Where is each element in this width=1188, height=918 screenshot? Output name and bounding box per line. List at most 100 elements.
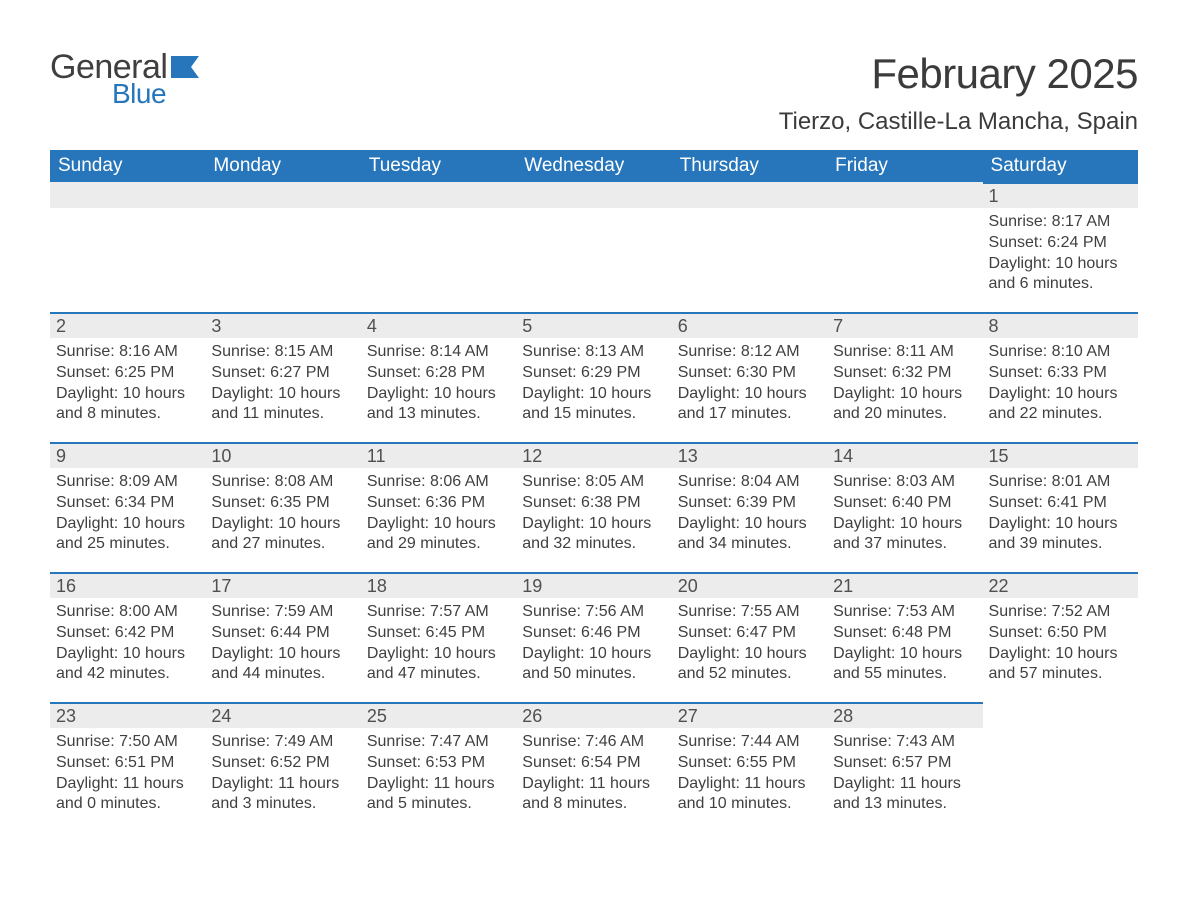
sunset-text: Sunset: 6:35 PM bbox=[211, 493, 354, 514]
calendar-cell: 20Sunrise: 7:55 AMSunset: 6:47 PMDayligh… bbox=[672, 572, 827, 702]
sunrise-text: Sunrise: 7:47 AM bbox=[367, 732, 510, 753]
day-body: Sunrise: 8:15 AMSunset: 6:27 PMDaylight:… bbox=[205, 338, 360, 429]
month-title: February 2025 bbox=[779, 50, 1138, 98]
day-body: Sunrise: 8:06 AMSunset: 6:36 PMDaylight:… bbox=[361, 468, 516, 559]
calendar-cell: 2Sunrise: 8:16 AMSunset: 6:25 PMDaylight… bbox=[50, 312, 205, 442]
day-number: 2 bbox=[50, 312, 205, 338]
calendar-cell: 14Sunrise: 8:03 AMSunset: 6:40 PMDayligh… bbox=[827, 442, 982, 572]
daylight-text: Daylight: 10 hours and 15 minutes. bbox=[522, 384, 665, 426]
sunrise-text: Sunrise: 7:57 AM bbox=[367, 602, 510, 623]
day-number: 23 bbox=[50, 702, 205, 728]
weekday-header: Sunday bbox=[50, 150, 205, 182]
sunrise-text: Sunrise: 8:14 AM bbox=[367, 342, 510, 363]
sunset-text: Sunset: 6:55 PM bbox=[678, 753, 821, 774]
weekday-header: Wednesday bbox=[516, 150, 671, 182]
day-number: 20 bbox=[672, 572, 827, 598]
sunrise-text: Sunrise: 8:16 AM bbox=[56, 342, 199, 363]
sunset-text: Sunset: 6:42 PM bbox=[56, 623, 199, 644]
sunset-text: Sunset: 6:53 PM bbox=[367, 753, 510, 774]
daylight-text: Daylight: 10 hours and 22 minutes. bbox=[989, 384, 1132, 426]
day-body: Sunrise: 7:49 AMSunset: 6:52 PMDaylight:… bbox=[205, 728, 360, 819]
sunrise-text: Sunrise: 8:04 AM bbox=[678, 472, 821, 493]
calendar-cell-empty bbox=[516, 182, 671, 312]
empty-daynum-bar bbox=[361, 182, 516, 208]
day-body: Sunrise: 7:50 AMSunset: 6:51 PMDaylight:… bbox=[50, 728, 205, 819]
sunset-text: Sunset: 6:29 PM bbox=[522, 363, 665, 384]
calendar-row: 9Sunrise: 8:09 AMSunset: 6:34 PMDaylight… bbox=[50, 442, 1138, 572]
sunrise-text: Sunrise: 8:03 AM bbox=[833, 472, 976, 493]
logo-word-blue: Blue bbox=[112, 80, 167, 108]
sunrise-text: Sunrise: 8:09 AM bbox=[56, 472, 199, 493]
daylight-text: Daylight: 11 hours and 13 minutes. bbox=[833, 774, 976, 816]
sunrise-text: Sunrise: 8:10 AM bbox=[989, 342, 1132, 363]
daylight-text: Daylight: 10 hours and 6 minutes. bbox=[989, 254, 1132, 296]
day-body: Sunrise: 7:46 AMSunset: 6:54 PMDaylight:… bbox=[516, 728, 671, 819]
day-number: 15 bbox=[983, 442, 1138, 468]
empty-daynum-bar bbox=[516, 182, 671, 208]
day-body: Sunrise: 7:43 AMSunset: 6:57 PMDaylight:… bbox=[827, 728, 982, 819]
day-number: 17 bbox=[205, 572, 360, 598]
sunrise-text: Sunrise: 7:53 AM bbox=[833, 602, 976, 623]
calendar-table: Sunday Monday Tuesday Wednesday Thursday… bbox=[50, 150, 1138, 832]
daylight-text: Daylight: 10 hours and 44 minutes. bbox=[211, 644, 354, 686]
page-header: General Blue February 2025 Tierzo, Casti… bbox=[50, 50, 1138, 136]
sunset-text: Sunset: 6:47 PM bbox=[678, 623, 821, 644]
sunrise-text: Sunrise: 7:52 AM bbox=[989, 602, 1132, 623]
daylight-text: Daylight: 10 hours and 37 minutes. bbox=[833, 514, 976, 556]
sunset-text: Sunset: 6:45 PM bbox=[367, 623, 510, 644]
weekday-header-row: Sunday Monday Tuesday Wednesday Thursday… bbox=[50, 150, 1138, 182]
sunset-text: Sunset: 6:34 PM bbox=[56, 493, 199, 514]
daylight-text: Daylight: 10 hours and 20 minutes. bbox=[833, 384, 976, 426]
sunset-text: Sunset: 6:36 PM bbox=[367, 493, 510, 514]
sunset-text: Sunset: 6:25 PM bbox=[56, 363, 199, 384]
day-number: 12 bbox=[516, 442, 671, 468]
calendar-cell: 11Sunrise: 8:06 AMSunset: 6:36 PMDayligh… bbox=[361, 442, 516, 572]
daylight-text: Daylight: 10 hours and 27 minutes. bbox=[211, 514, 354, 556]
daylight-text: Daylight: 10 hours and 55 minutes. bbox=[833, 644, 976, 686]
daylight-text: Daylight: 10 hours and 47 minutes. bbox=[367, 644, 510, 686]
logo-text: General Blue bbox=[50, 50, 167, 108]
day-body: Sunrise: 7:47 AMSunset: 6:53 PMDaylight:… bbox=[361, 728, 516, 819]
day-body: Sunrise: 8:16 AMSunset: 6:25 PMDaylight:… bbox=[50, 338, 205, 429]
sunrise-text: Sunrise: 8:11 AM bbox=[833, 342, 976, 363]
sunset-text: Sunset: 6:57 PM bbox=[833, 753, 976, 774]
daylight-text: Daylight: 11 hours and 3 minutes. bbox=[211, 774, 354, 816]
sunset-text: Sunset: 6:44 PM bbox=[211, 623, 354, 644]
calendar-cell: 12Sunrise: 8:05 AMSunset: 6:38 PMDayligh… bbox=[516, 442, 671, 572]
sunset-text: Sunset: 6:52 PM bbox=[211, 753, 354, 774]
day-body: Sunrise: 7:55 AMSunset: 6:47 PMDaylight:… bbox=[672, 598, 827, 689]
calendar-cell: 10Sunrise: 8:08 AMSunset: 6:35 PMDayligh… bbox=[205, 442, 360, 572]
day-number: 21 bbox=[827, 572, 982, 598]
day-number: 27 bbox=[672, 702, 827, 728]
sunset-text: Sunset: 6:28 PM bbox=[367, 363, 510, 384]
sunset-text: Sunset: 6:33 PM bbox=[989, 363, 1132, 384]
day-body: Sunrise: 8:01 AMSunset: 6:41 PMDaylight:… bbox=[983, 468, 1138, 559]
calendar-cell: 3Sunrise: 8:15 AMSunset: 6:27 PMDaylight… bbox=[205, 312, 360, 442]
sunset-text: Sunset: 6:40 PM bbox=[833, 493, 976, 514]
sunrise-text: Sunrise: 8:05 AM bbox=[522, 472, 665, 493]
calendar-row: 23Sunrise: 7:50 AMSunset: 6:51 PMDayligh… bbox=[50, 702, 1138, 832]
sunset-text: Sunset: 6:27 PM bbox=[211, 363, 354, 384]
day-number: 13 bbox=[672, 442, 827, 468]
weekday-header: Thursday bbox=[672, 150, 827, 182]
day-number: 8 bbox=[983, 312, 1138, 338]
calendar-cell: 17Sunrise: 7:59 AMSunset: 6:44 PMDayligh… bbox=[205, 572, 360, 702]
day-number: 16 bbox=[50, 572, 205, 598]
calendar-cell-empty bbox=[672, 182, 827, 312]
day-number: 28 bbox=[827, 702, 982, 728]
calendar-cell: 25Sunrise: 7:47 AMSunset: 6:53 PMDayligh… bbox=[361, 702, 516, 832]
day-body: Sunrise: 8:05 AMSunset: 6:38 PMDaylight:… bbox=[516, 468, 671, 559]
calendar-cell: 1 Sunrise: 8:17 AM Sunset: 6:24 PM Dayli… bbox=[983, 182, 1138, 312]
sunset-text: Sunset: 6:46 PM bbox=[522, 623, 665, 644]
day-body: Sunrise: 8:10 AMSunset: 6:33 PMDaylight:… bbox=[983, 338, 1138, 429]
day-body: Sunrise: 8:03 AMSunset: 6:40 PMDaylight:… bbox=[827, 468, 982, 559]
daylight-text: Daylight: 11 hours and 8 minutes. bbox=[522, 774, 665, 816]
day-number: 25 bbox=[361, 702, 516, 728]
calendar-cell: 13Sunrise: 8:04 AMSunset: 6:39 PMDayligh… bbox=[672, 442, 827, 572]
day-body: Sunrise: 7:57 AMSunset: 6:45 PMDaylight:… bbox=[361, 598, 516, 689]
sunrise-text: Sunrise: 8:00 AM bbox=[56, 602, 199, 623]
day-body: Sunrise: 7:52 AMSunset: 6:50 PMDaylight:… bbox=[983, 598, 1138, 689]
calendar-cell-empty bbox=[983, 702, 1138, 832]
day-body: Sunrise: 8:08 AMSunset: 6:35 PMDaylight:… bbox=[205, 468, 360, 559]
daylight-text: Daylight: 10 hours and 39 minutes. bbox=[989, 514, 1132, 556]
